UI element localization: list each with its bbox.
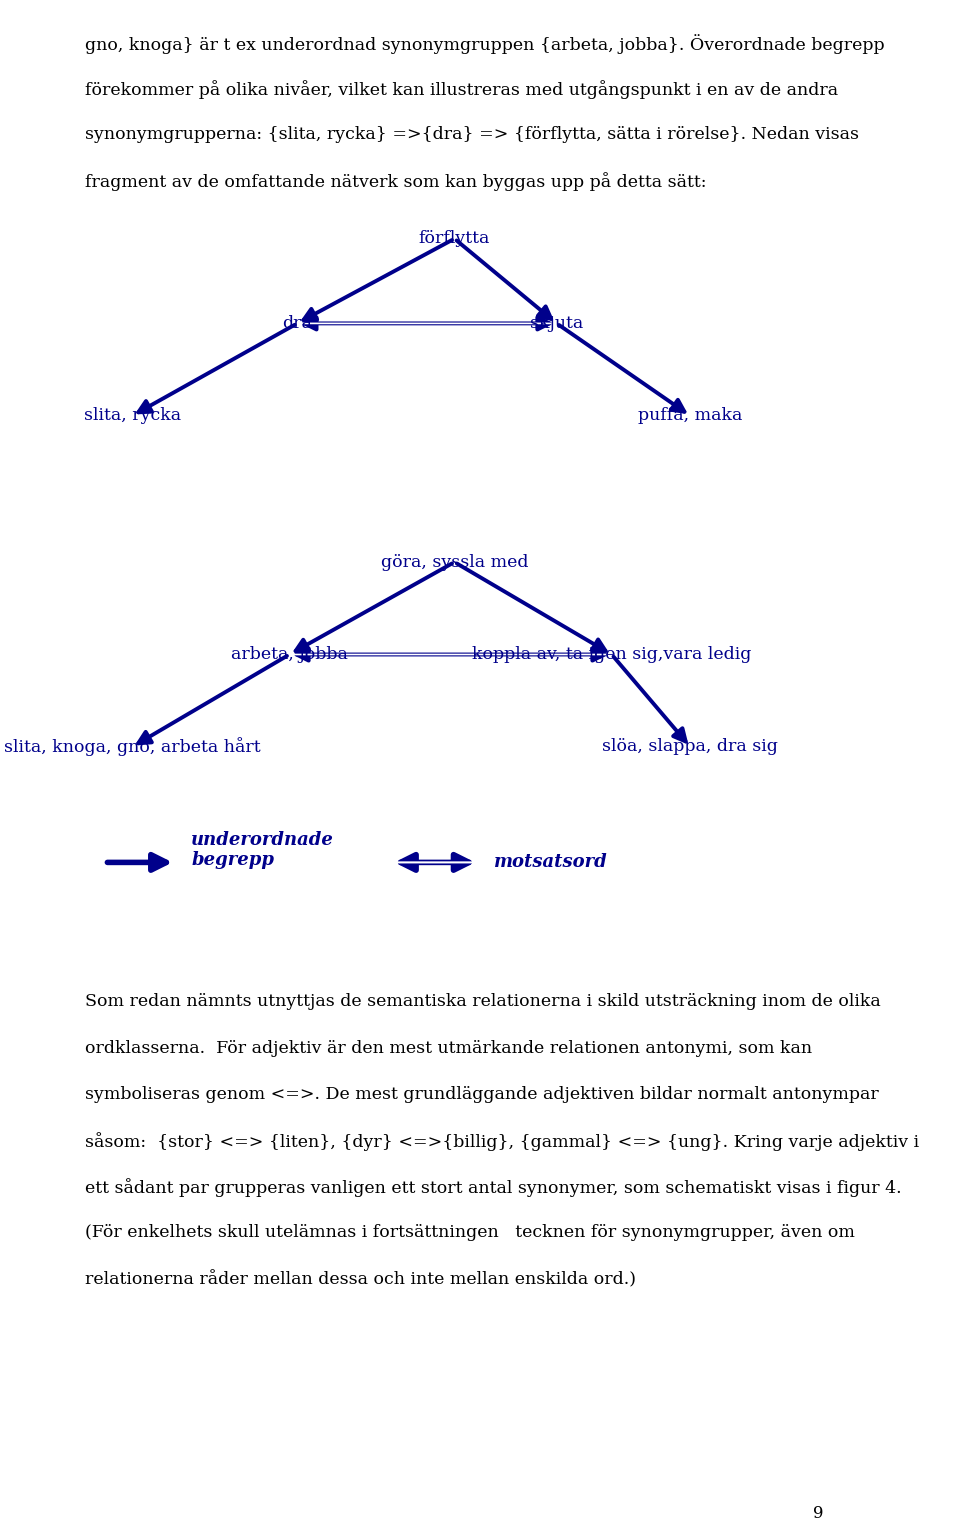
Text: koppla av, ta igen sig,vara ledig: koppla av, ta igen sig,vara ledig bbox=[472, 645, 752, 664]
Text: förflytta: förflytta bbox=[419, 229, 491, 248]
Text: Som redan nämnts utnyttjas de semantiska relationerna i skild utsträckning inom : Som redan nämnts utnyttjas de semantiska… bbox=[84, 993, 880, 1010]
Text: relationerna råder mellan dessa och inte mellan enskilda ord.): relationerna råder mellan dessa och inte… bbox=[84, 1270, 636, 1287]
Text: underordnade
begrepp: underordnade begrepp bbox=[191, 830, 334, 870]
Text: fragment av de omfattande nätverk som kan byggas upp på detta sätt:: fragment av de omfattande nätverk som ka… bbox=[84, 172, 707, 191]
Text: slöa, slappa, dra sig: slöa, slappa, dra sig bbox=[602, 738, 779, 756]
Text: arbeta, jobba: arbeta, jobba bbox=[231, 645, 348, 664]
Text: förekommer på olika nivåer, vilket kan illustreras med utgångspunkt i en av de a: förekommer på olika nivåer, vilket kan i… bbox=[84, 80, 838, 99]
Text: slita, knoga, gno, arbeta hårt: slita, knoga, gno, arbeta hårt bbox=[4, 738, 260, 756]
Text: ordklasserna.  För adjektiv är den mest utmärkande relationen antonymi, som kan: ordklasserna. För adjektiv är den mest u… bbox=[84, 1040, 812, 1056]
Text: skjuta: skjuta bbox=[530, 314, 584, 333]
Text: motsatsord: motsatsord bbox=[493, 853, 608, 872]
Text: göra, syssla med: göra, syssla med bbox=[381, 553, 528, 571]
Text: slita, rycka: slita, rycka bbox=[84, 407, 180, 425]
Text: 9: 9 bbox=[813, 1505, 824, 1522]
Text: ett sådant par grupperas vanligen ett stort antal synonymer, som schematiskt vis: ett sådant par grupperas vanligen ett st… bbox=[84, 1178, 901, 1197]
Text: synonymgrupperna: {slita, rycka} =>{dra} => {förflytta, sätta i rörelse}. Nedan : synonymgrupperna: {slita, rycka} =>{dra}… bbox=[84, 126, 859, 143]
Text: symboliseras genom <=>. De mest grundläggande adjektiven bildar normalt antonymp: symboliseras genom <=>. De mest grundläg… bbox=[84, 1086, 878, 1103]
Text: gno, knoga} är t ex underordnad synonymgruppen {arbeta, jobba}. Överordnade begr: gno, knoga} är t ex underordnad synonymg… bbox=[84, 34, 884, 54]
Text: (För enkelhets skull utelämnas i fortsättningen   tecknen för synonymgrupper, äv: (För enkelhets skull utelämnas i fortsät… bbox=[84, 1224, 854, 1241]
Text: såsom:  {stor} <=> {liten}, {dyr} <=>{billig}, {gammal} <=> {ung}. Kring varje a: såsom: {stor} <=> {liten}, {dyr} <=>{bil… bbox=[84, 1132, 919, 1150]
Text: dra: dra bbox=[282, 314, 312, 333]
Text: puffa, maka: puffa, maka bbox=[638, 407, 742, 425]
